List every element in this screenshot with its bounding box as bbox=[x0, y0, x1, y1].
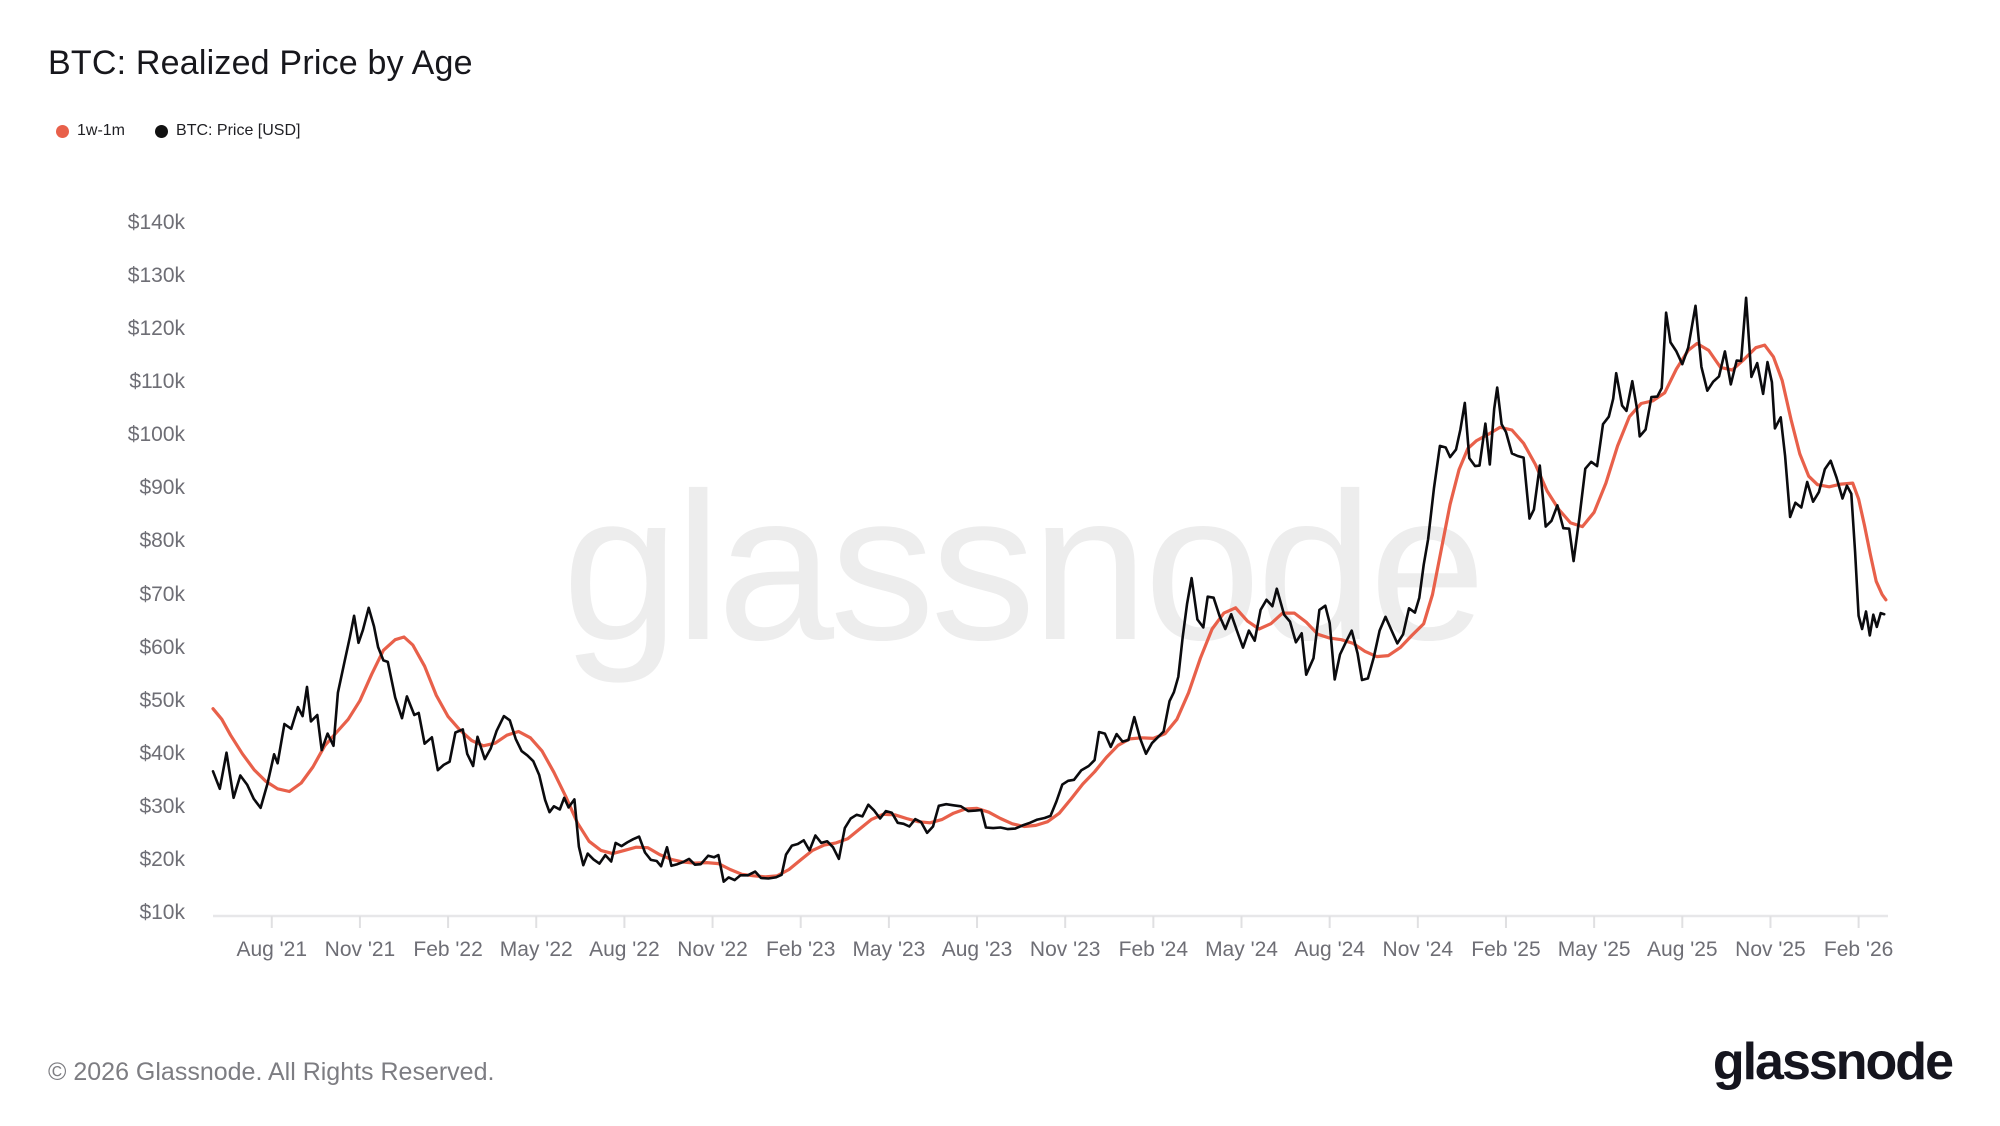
x-tick-label: Feb '23 bbox=[766, 938, 836, 961]
x-tick-label: May '23 bbox=[852, 938, 926, 961]
y-tick-label: $50k bbox=[139, 688, 185, 712]
x-tick-label: Feb '22 bbox=[413, 938, 483, 961]
y-tick-label: $70k bbox=[139, 582, 185, 606]
x-tick-label: May '22 bbox=[499, 938, 573, 961]
x-tick-label: Aug '23 bbox=[941, 938, 1013, 961]
x-tick-label: Nov '22 bbox=[677, 938, 748, 961]
copyright-text: © 2026 Glassnode. All Rights Reserved. bbox=[48, 1058, 495, 1086]
legend-item-btc-price[interactable]: BTC: Price [USD] bbox=[155, 122, 300, 140]
y-tick-label: $130k bbox=[127, 264, 185, 288]
x-tick-label: Feb '24 bbox=[1118, 938, 1189, 961]
y-tick-label: $90k bbox=[139, 476, 185, 500]
y-tick-label: $80k bbox=[139, 529, 185, 553]
x-tick-label: Nov '23 bbox=[1029, 938, 1101, 961]
chart-legend: 1w-1m BTC: Price [USD] bbox=[56, 122, 300, 140]
legend-item-1w-1m[interactable]: 1w-1m bbox=[56, 122, 125, 140]
legend-label-1w-1m: 1w-1m bbox=[77, 122, 126, 139]
x-tick-label: Nov '25 bbox=[1735, 938, 1806, 961]
y-tick-label: $40k bbox=[139, 741, 185, 765]
legend-dot-1w-1m-icon bbox=[56, 124, 69, 138]
x-tick-label: Feb '26 bbox=[1823, 938, 1894, 961]
x-tick-label: May '24 bbox=[1205, 938, 1278, 961]
x-tick-label: Aug '25 bbox=[1647, 938, 1718, 961]
legend-dot-btc-price-icon bbox=[155, 124, 169, 138]
y-tick-label: $10k bbox=[139, 901, 185, 924]
glassnode-logo: glassnode bbox=[1712, 1033, 1954, 1091]
x-tick-label: Nov '21 bbox=[324, 938, 396, 961]
page-title: BTC: Realized Price by Age bbox=[48, 44, 473, 82]
x-tick-label: Aug '22 bbox=[589, 938, 660, 961]
x-tick-label: Nov '24 bbox=[1382, 938, 1454, 961]
y-tick-label: $140k bbox=[127, 211, 185, 234]
legend-label-btc-price: BTC: Price [USD] bbox=[176, 122, 301, 139]
x-tick-label: Aug '24 bbox=[1294, 938, 1365, 961]
series-line-btc-price-usd-[interactable] bbox=[211, 296, 1886, 884]
x-tick-label: Feb '25 bbox=[1471, 938, 1541, 961]
x-tick-label: May '25 bbox=[1557, 938, 1631, 961]
series-line-1w-1m[interactable] bbox=[211, 341, 1888, 879]
y-tick-label: $100k bbox=[127, 423, 185, 447]
y-tick-label: $120k bbox=[127, 317, 185, 341]
y-tick-label: $60k bbox=[139, 635, 185, 659]
x-tick-label: Aug '21 bbox=[236, 938, 308, 961]
y-tick-label: $110k bbox=[129, 370, 185, 394]
y-tick-label: $30k bbox=[139, 794, 185, 818]
y-tick-label: $20k bbox=[139, 847, 185, 871]
